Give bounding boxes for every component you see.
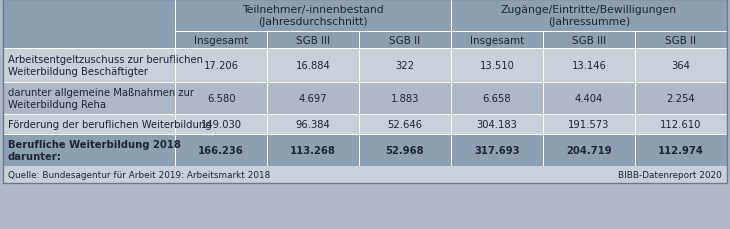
Bar — [451, 83, 543, 114]
Bar — [267, 32, 359, 49]
Bar — [543, 114, 635, 134]
Bar — [451, 134, 543, 166]
Text: 113.268: 113.268 — [290, 145, 336, 155]
Text: SGB II: SGB II — [389, 35, 420, 45]
Text: Förderung der beruflichen Weiterbildung: Förderung der beruflichen Weiterbildung — [8, 120, 212, 129]
Text: 2.254: 2.254 — [666, 94, 695, 104]
Bar — [3, 134, 175, 166]
Text: 317.693: 317.693 — [474, 145, 520, 155]
Bar — [635, 32, 727, 49]
Bar — [3, 0, 727, 183]
Text: 13.146: 13.146 — [572, 61, 607, 71]
Bar — [267, 114, 359, 134]
Bar — [267, 83, 359, 114]
Bar — [267, 134, 359, 166]
Bar — [3, 166, 727, 183]
Bar — [175, 134, 267, 166]
Text: Insgesamt: Insgesamt — [470, 35, 524, 45]
Text: 6.580: 6.580 — [207, 94, 235, 104]
Bar — [267, 49, 359, 83]
Bar — [543, 83, 635, 114]
Text: 52.646: 52.646 — [388, 120, 423, 129]
Bar — [175, 0, 451, 32]
Text: 204.719: 204.719 — [566, 145, 612, 155]
Bar — [3, 0, 175, 49]
Text: 52.968: 52.968 — [385, 145, 424, 155]
Text: 112.974: 112.974 — [658, 145, 704, 155]
Bar — [3, 114, 175, 134]
Text: Arbeitsentgeltzuschuss zur beruflichen
Weiterbildung Beschäftigter: Arbeitsentgeltzuschuss zur beruflichen W… — [8, 55, 203, 76]
Bar — [635, 83, 727, 114]
Text: 304.183: 304.183 — [477, 120, 518, 129]
Bar — [175, 49, 267, 83]
Text: SGB III: SGB III — [296, 35, 330, 45]
Text: Quelle: Bundesagentur für Arbeit 2019: Arbeitsmarkt 2018: Quelle: Bundesagentur für Arbeit 2019: A… — [8, 170, 270, 179]
Text: 1.883: 1.883 — [391, 94, 419, 104]
Text: Insgesamt: Insgesamt — [194, 35, 248, 45]
Bar — [451, 0, 727, 32]
Bar — [451, 114, 543, 134]
Bar — [543, 49, 635, 83]
Bar — [635, 114, 727, 134]
Text: 322: 322 — [396, 61, 415, 71]
Text: SGB III: SGB III — [572, 35, 606, 45]
Text: 17.206: 17.206 — [204, 61, 239, 71]
Text: 149.030: 149.030 — [201, 120, 242, 129]
Bar — [175, 83, 267, 114]
Bar — [543, 32, 635, 49]
Bar — [359, 114, 451, 134]
Bar — [3, 49, 175, 83]
Bar — [359, 134, 451, 166]
Text: Teilnehmer/-innenbestand
(Jahresdurchschnitt): Teilnehmer/-innenbestand (Jahresdurchsch… — [242, 5, 384, 27]
Bar — [451, 49, 543, 83]
Bar — [635, 134, 727, 166]
Text: 96.384: 96.384 — [296, 120, 331, 129]
Text: 112.610: 112.610 — [661, 120, 702, 129]
Text: 191.573: 191.573 — [569, 120, 610, 129]
Bar — [543, 134, 635, 166]
Text: 4.697: 4.697 — [299, 94, 327, 104]
Text: 364: 364 — [672, 61, 691, 71]
Text: 16.884: 16.884 — [296, 61, 331, 71]
Text: Zugänge/Eintritte/Bewilligungen
(Jahressumme): Zugänge/Eintritte/Bewilligungen (Jahress… — [501, 5, 677, 27]
Bar — [175, 114, 267, 134]
Bar — [3, 83, 175, 114]
Text: 6.658: 6.658 — [483, 94, 511, 104]
Bar — [175, 32, 267, 49]
Bar — [635, 49, 727, 83]
Text: BIBB-Datenreport 2020: BIBB-Datenreport 2020 — [618, 170, 722, 179]
Text: darunter allgemeine Maßnahmen zur
Weiterbildung Reha: darunter allgemeine Maßnahmen zur Weiter… — [8, 88, 194, 109]
Bar — [451, 32, 543, 49]
Bar — [359, 83, 451, 114]
Text: 13.510: 13.510 — [480, 61, 515, 71]
Bar — [359, 49, 451, 83]
Text: 166.236: 166.236 — [198, 145, 244, 155]
Text: 4.404: 4.404 — [575, 94, 603, 104]
Text: Berufliche Weiterbildung 2018
darunter:: Berufliche Weiterbildung 2018 darunter: — [8, 140, 181, 161]
Bar — [359, 32, 451, 49]
Text: SGB II: SGB II — [666, 35, 696, 45]
